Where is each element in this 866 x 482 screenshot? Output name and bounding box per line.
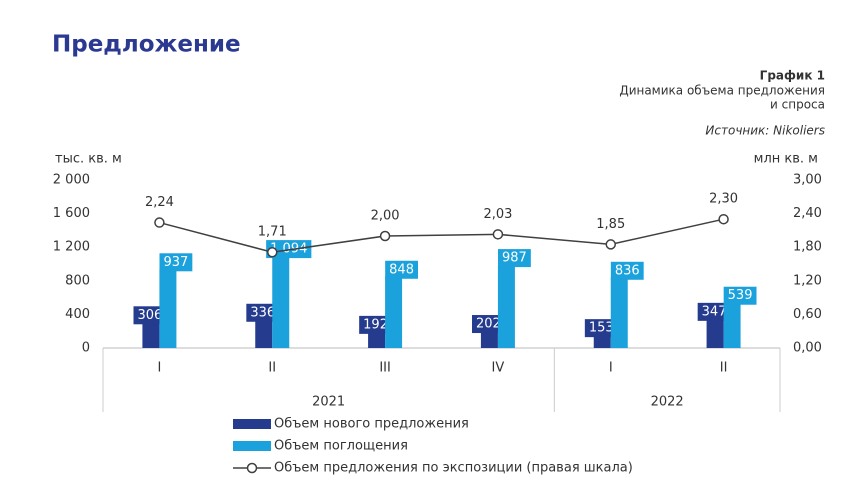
value-label-box <box>697 302 731 321</box>
value-label-box <box>359 315 392 334</box>
value-label-box <box>133 306 167 325</box>
value-label: 937 <box>164 255 189 270</box>
line-marker <box>154 217 165 228</box>
y-tick-label: 1 200 <box>53 240 90 255</box>
line <box>159 218 724 254</box>
value-label-box <box>472 315 505 334</box>
y2-tick-label: 0,00 <box>793 341 822 356</box>
chart-title: Динамика объема предложения <box>619 84 825 98</box>
x-tick-label: II <box>720 361 728 376</box>
value-label: 539 <box>728 288 753 303</box>
bar <box>255 319 273 348</box>
y-tick-label: 400 <box>65 307 90 322</box>
bar <box>142 322 160 348</box>
x-group-label: 2022 <box>651 395 684 410</box>
value-label: 153 <box>589 321 614 336</box>
value-label: 347 <box>702 304 727 319</box>
page-title: Предложение <box>52 32 241 58</box>
y2-axis-label: млн кв. м <box>754 152 818 167</box>
bar <box>593 335 611 348</box>
value-label: 306 <box>138 308 163 323</box>
value-label: 336 <box>250 305 275 320</box>
value-label-box <box>159 253 193 272</box>
value-label: 1,85 <box>596 217 625 232</box>
bar <box>385 276 403 348</box>
value-label-box <box>266 240 312 259</box>
bar <box>723 302 741 348</box>
legend-label: Объем нового предложения <box>274 417 469 432</box>
value-label: 987 <box>502 251 527 266</box>
value-label-box <box>610 261 644 280</box>
y-tick-label: 1 600 <box>53 206 90 221</box>
value-label-box <box>723 286 757 305</box>
bar <box>368 331 386 348</box>
bar <box>272 256 290 348</box>
y-tick-label: 2 000 <box>53 173 90 188</box>
legend-swatch <box>233 419 271 429</box>
line-marker <box>267 246 278 258</box>
value-label: 202 <box>476 317 501 332</box>
chart-title: и спроса <box>770 98 825 112</box>
y2-tick-label: 1,80 <box>793 240 822 255</box>
value-label: 192 <box>363 317 388 332</box>
bar <box>706 318 724 348</box>
chart-label: График 1 <box>760 69 825 83</box>
legend-label: Объем предложения по экспозиции (правая … <box>274 461 633 476</box>
y2-tick-label: 2,40 <box>793 206 822 221</box>
y2-tick-label: 1,20 <box>793 273 822 288</box>
x-tick-label: I <box>609 361 613 376</box>
line-marker <box>718 213 729 225</box>
value-label: 2,00 <box>371 209 400 224</box>
value-label-box <box>584 319 618 338</box>
legend-label: Объем поглощения <box>274 439 408 454</box>
x-tick-label: II <box>268 361 276 376</box>
legend-swatch <box>233 441 271 451</box>
legend-swatch <box>246 462 258 474</box>
value-label: 1,71 <box>258 225 287 240</box>
value-label: 2,30 <box>709 192 738 207</box>
value-label: 2,24 <box>145 195 174 210</box>
value-label: 2,03 <box>483 207 512 222</box>
bar <box>159 269 177 348</box>
bar <box>480 331 498 348</box>
value-label: 1 094 <box>270 242 307 257</box>
x-tick-label: IV <box>492 361 505 376</box>
value-label-box <box>385 260 418 279</box>
y2-tick-label: 3,00 <box>793 173 822 188</box>
y-tick-label: 800 <box>65 273 90 288</box>
value-label-box <box>498 249 531 268</box>
value-label: 848 <box>389 262 414 277</box>
y-axis-label: тыс. кв. м <box>55 152 122 167</box>
line-marker <box>605 239 616 250</box>
bar <box>497 265 515 348</box>
y2-tick-label: 0,60 <box>793 307 822 322</box>
value-label-box <box>246 303 280 322</box>
x-tick-label: I <box>157 361 161 376</box>
value-label: 836 <box>615 263 640 278</box>
line-marker <box>379 230 391 242</box>
x-tick-label: III <box>379 361 391 376</box>
chart-source: Источник: Nikoliers <box>705 124 825 138</box>
line-marker <box>492 229 504 240</box>
bar <box>610 277 628 348</box>
x-group-label: 2021 <box>312 395 345 410</box>
y-tick-label: 0 <box>82 341 90 356</box>
